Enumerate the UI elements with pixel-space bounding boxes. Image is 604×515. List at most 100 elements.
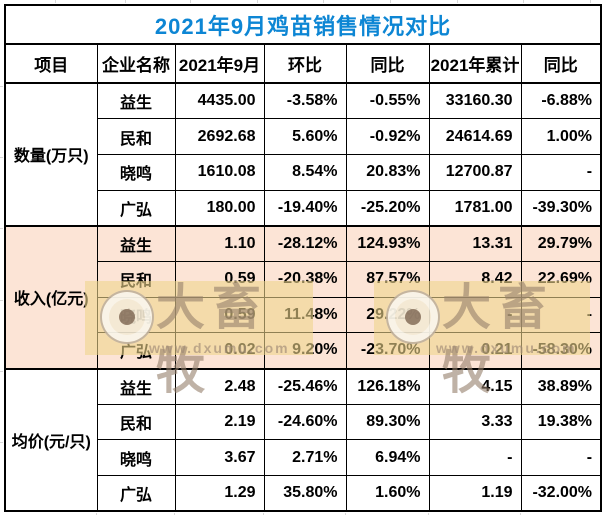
- value-cell: 89.30%: [345, 403, 430, 441]
- sheet-gridline: [263, 513, 264, 515]
- company-name-cell: 广弘: [96, 332, 176, 369]
- value-cell: -24.60%: [263, 403, 347, 441]
- value-cell: -: [520, 439, 602, 477]
- company-name-cell: 晓鸣: [96, 153, 176, 191]
- sheet-gridline: [0, 371, 3, 372]
- sheet-gridline: [0, 228, 3, 229]
- company-name-cell: 益生: [96, 224, 176, 262]
- value-cell: 4.15: [428, 367, 522, 405]
- sheet-gridline: [590, 0, 591, 3]
- sheet-gridline: [55, 0, 56, 3]
- value-cell: 4435.00: [174, 82, 265, 120]
- value-cell: -6.88%: [520, 82, 602, 120]
- value-cell: 3.33: [428, 403, 522, 441]
- value-cell: -: [520, 296, 602, 334]
- group-label: 均价(元/只): [4, 367, 98, 512]
- sheet-gridline: [190, 0, 191, 3]
- value-cell: 2692.68: [174, 118, 265, 155]
- column-header-company: 企业名称: [96, 43, 176, 84]
- company-name-cell: 民和: [96, 260, 176, 298]
- value-cell: -28.12%: [263, 224, 347, 262]
- value-cell: 1610.08: [174, 153, 265, 191]
- value-cell: 9.20%: [263, 332, 347, 369]
- sheet-gridline: [0, 300, 3, 301]
- value-cell: 13.31: [428, 224, 522, 262]
- value-cell: 126.18%: [345, 367, 430, 405]
- value-cell: 8.54%: [263, 153, 347, 191]
- sheet-gridline: [0, 86, 3, 87]
- value-cell: 12700.87: [428, 153, 522, 191]
- value-cell: 11.48%: [263, 296, 347, 334]
- value-cell: 1.60%: [345, 475, 430, 512]
- value-cell: -25.20%: [345, 189, 430, 227]
- sheet-gridline: [125, 0, 126, 3]
- value-cell: -19.40%: [263, 189, 347, 227]
- value-cell: -0.55%: [345, 82, 430, 120]
- value-cell: -25.46%: [263, 367, 347, 405]
- value-cell: 1.29: [174, 475, 265, 512]
- value-cell: 5.60%: [263, 118, 347, 155]
- table-title-row: 2021年9月鸡苗销售情况对比: [4, 4, 602, 45]
- table-row: 晓鸣 3.67 2.71% 6.94% - -: [5, 439, 602, 477]
- sheet-gridline: [257, 0, 258, 3]
- value-cell: -: [428, 439, 522, 477]
- company-name-cell: 广弘: [96, 475, 176, 512]
- value-cell: 29.22%: [345, 296, 430, 334]
- value-cell: 33160.30: [428, 82, 522, 120]
- column-header-mom: 环比: [263, 43, 347, 84]
- sheet-gridline: [174, 513, 175, 515]
- column-header-month: 2021年9月: [174, 43, 265, 84]
- value-cell: 1.10: [174, 224, 265, 262]
- table-row: 均价(元/只) 益生 2.48 -25.46% 126.18% 4.15 38.89%: [4, 367, 602, 512]
- value-cell: 180.00: [174, 189, 265, 227]
- table-row: 收入(亿元) 益生 1.10 -28.12% 124.93% 13.31 29.79%: [4, 224, 602, 369]
- value-cell: 19.38%: [520, 403, 602, 441]
- table-row: 晓鸣 1610.08 8.54% 20.83% 12700.87-: [5, 153, 602, 191]
- table-row: 民和 2692.68 5.60% -0.92% 24614.69 1.00%: [5, 118, 602, 155]
- value-cell: 8.42: [428, 260, 522, 298]
- value-cell: -0.92%: [345, 118, 430, 155]
- value-cell: 0.21: [428, 332, 522, 369]
- sheet-gridline: [0, 442, 3, 443]
- value-cell: -39.30%: [520, 189, 602, 227]
- value-cell: 3.67: [174, 439, 265, 477]
- value-cell: 24614.69: [428, 118, 522, 155]
- value-cell: -20.38%: [263, 260, 347, 298]
- sheet-gridline: [96, 513, 97, 515]
- company-name-cell: 民和: [96, 403, 176, 441]
- group-label: 收入(亿元): [4, 224, 98, 369]
- company-name-cell: 民和: [96, 118, 176, 155]
- company-name-cell: 益生: [96, 82, 176, 120]
- table-header-row: 项目 企业名称 2021年9月 环比 同比 2021年累计 同比: [4, 43, 602, 84]
- value-cell: 1.00%: [520, 118, 602, 155]
- value-cell: -58.30%: [520, 332, 602, 369]
- value-cell: 2.48: [174, 367, 265, 405]
- value-cell: 87.57%: [345, 260, 430, 298]
- value-cell: 124.93%: [345, 224, 430, 262]
- value-cell: 38.89%: [520, 367, 602, 405]
- table-title: 2021年9月鸡苗销售情况对比: [4, 4, 602, 45]
- value-cell: -23.70%: [345, 332, 430, 369]
- value-cell: 0.59: [174, 260, 265, 298]
- table-row: 数量(万只) 益生 4435.00 -3.58% -0.55% 33160.30 -6.88…: [4, 82, 602, 227]
- company-name-cell: 广弘: [96, 189, 176, 227]
- value-cell: 1781.00: [428, 189, 522, 227]
- value-cell: 35.80%: [263, 475, 347, 512]
- value-cell: -3.58%: [263, 82, 347, 120]
- value-cell: 29.79%: [520, 224, 602, 262]
- sheet-gridline: [457, 0, 458, 3]
- column-header-ytd-yoy: 同比: [520, 43, 602, 84]
- table-row: 广弘 1.29 35.80% 1.60% 1.19 -32.00%: [5, 475, 602, 512]
- sheet-gridline: [345, 513, 346, 515]
- company-name-cell: 益生: [96, 367, 176, 405]
- sheet-gridline: [520, 513, 521, 515]
- value-cell: -: [520, 153, 602, 191]
- column-header-yoy: 同比: [345, 43, 430, 84]
- company-name-cell: 晓鸣: [96, 439, 176, 477]
- value-cell: 20.83%: [345, 153, 430, 191]
- group-label: 数量(万只): [4, 82, 98, 227]
- value-cell: 2.19: [174, 403, 265, 441]
- table-body: 数量(万只) 益生 4435.00 -3.58% -0.55% 33160.30 -6.88…: [4, 82, 602, 512]
- sheet-gridline: [523, 0, 524, 3]
- value-cell: 22.69%: [520, 260, 602, 298]
